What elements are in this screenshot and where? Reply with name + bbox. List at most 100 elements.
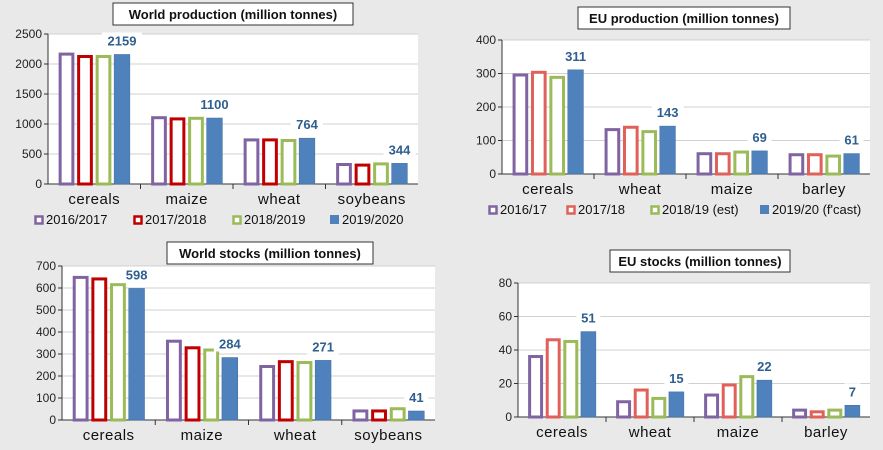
data-label: 2159 [108, 33, 137, 48]
chart-title-box [577, 6, 791, 30]
bar-2016-2017-wheat [243, 138, 260, 186]
x-tick-label: cereals [536, 424, 588, 441]
bar-2019-2020-soybeans [391, 163, 408, 185]
y-tick-label: 0 [505, 410, 512, 424]
bar-2017-18-cereals [545, 338, 561, 419]
y-tick-label: 0 [35, 177, 42, 191]
data-label: 15 [669, 371, 683, 386]
y-tick-label: 400 [36, 325, 56, 339]
bar-2016-2017-soybeans [352, 409, 369, 422]
bar-2016-17-wheat [604, 128, 621, 176]
data-label: 22 [757, 359, 771, 374]
bar-2019-2020-soybeans [408, 410, 425, 421]
bar-2017-18-barley [809, 410, 825, 419]
legend-swatch [34, 215, 44, 225]
legend-swatch [330, 215, 339, 224]
data-label-bg [307, 338, 340, 355]
data-label-bg [576, 309, 601, 326]
x-tick-label: barley [802, 181, 846, 198]
bar-2016-17-cereals [512, 73, 529, 176]
data-label-bg [839, 131, 864, 148]
data-label-bg [664, 369, 689, 386]
y-tick-label: 1500 [15, 87, 42, 101]
bar-2017-2018-wheat [277, 360, 294, 422]
bar-2017-2018-cereals [77, 55, 93, 186]
bar-2018-2019-soybeans [389, 407, 406, 422]
x-tick-label: cereals [522, 181, 574, 198]
bar-2019-20-f-cast--barley [843, 153, 860, 175]
chart-4: 0 20 40 60 80 51 cereals 15 wheat 22 maize 7 barley E… [499, 249, 870, 441]
legend: 2016/17 2017/18 2018/19 (est) 2019/20 (f'ca… [488, 202, 861, 217]
legend-label: 2017/2018 [145, 212, 206, 227]
y-tick-label: 1000 [15, 117, 42, 131]
bar-2019-2020-wheat [314, 360, 332, 421]
x-tick-label: cereals [68, 191, 120, 208]
chart-title-box [609, 249, 791, 273]
chart-title: World stocks (million tonnes) [179, 246, 361, 261]
chart-title-box [166, 241, 374, 265]
bar-2018-19-est--cereals [563, 339, 579, 419]
bar-2019-20-f-cast--wheat [668, 391, 685, 418]
bar-2016-17-cereals [528, 355, 544, 419]
bar-2016-17-barley [788, 153, 805, 176]
x-tick-label: maize [717, 424, 760, 441]
x-tick-label: cereals [83, 427, 135, 444]
bar-2018-2019-maize [188, 116, 204, 186]
bar-2018-19-est--wheat [651, 396, 667, 419]
y-tick-label: 2000 [15, 57, 42, 71]
y-tick-label: 300 [36, 347, 56, 361]
bar-2019-20-f-cast--cereals [567, 69, 584, 175]
data-label-bg [752, 358, 777, 375]
data-label-bg [844, 383, 861, 400]
x-tick-label: maize [181, 427, 224, 444]
bar-2019-2020-cereals [113, 54, 131, 185]
legend-label: 2017/18 [578, 202, 625, 217]
x-tick-label: wheat [618, 181, 662, 198]
x-tick-label: wheat [273, 427, 317, 444]
data-label-bg [120, 266, 153, 283]
bar-2019-20-f-cast--maize [751, 150, 768, 175]
data-label: 764 [296, 117, 318, 132]
data-label: 271 [312, 339, 334, 354]
y-tick-label: 0 [489, 167, 496, 181]
y-tick-label: 400 [476, 33, 496, 47]
bar-2019-20-f-cast--wheat [659, 125, 676, 175]
y-tick-label: 500 [22, 147, 42, 161]
chart-title: EU stocks (million tonnes) [618, 254, 781, 269]
data-label: 69 [752, 130, 766, 145]
legend-swatch [133, 215, 143, 225]
y-tick-label: 200 [476, 100, 496, 114]
bar-2017-18-barley [806, 153, 823, 176]
x-tick-label: soybeans [338, 191, 406, 208]
chart-title: EU production (million tonnes) [589, 11, 779, 26]
bar-2016-2017-cereals [72, 275, 89, 422]
x-tick-label: wheat [628, 424, 672, 441]
legend: 2016/2017 2017/2018 2018/2019 2019/2020 [34, 212, 403, 227]
bar-2018-19-est--wheat [641, 130, 658, 176]
y-tick-label: 2500 [15, 27, 42, 41]
data-label-bg [404, 388, 429, 405]
bar-2016-2017-wheat [259, 365, 276, 422]
y-tick-label: 20 [499, 377, 513, 391]
data-label: 61 [844, 133, 858, 148]
y-tick-label: 200 [36, 369, 56, 383]
legend-label: 2016/17 [500, 202, 547, 217]
legend-swatch [488, 205, 498, 215]
data-label: 598 [126, 267, 148, 282]
x-tick-label: maize [711, 181, 754, 198]
data-label-bg [291, 116, 323, 133]
bar-2016-17-maize [704, 393, 720, 419]
bar-2018-2019-maize [203, 348, 220, 422]
bar-2017-18-cereals [530, 70, 547, 176]
bar-2016-2017-maize [165, 339, 182, 422]
bar-2016-17-barley [792, 408, 808, 419]
bar-2019-20-f-cast--barley [844, 405, 861, 418]
bar-2018-19-est--maize [739, 375, 755, 419]
bar-2017-2018-maize [169, 117, 186, 186]
bar-2018-19-est--barley [825, 154, 842, 176]
bar-2018-19-est--barley [827, 408, 843, 419]
bar-2018-2019-soybeans [373, 162, 389, 186]
y-tick-label: 100 [476, 134, 496, 148]
y-tick-label: 80 [499, 276, 513, 290]
bar-2017-18-maize [714, 152, 731, 176]
